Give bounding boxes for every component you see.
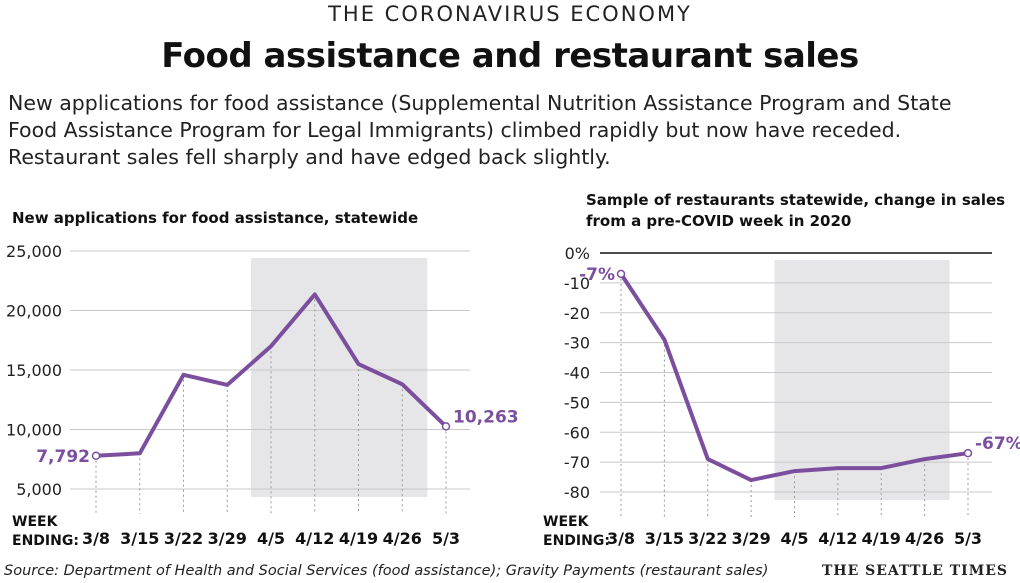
right-x-tick-label: 5/3 [954,529,982,548]
right-x-tick-label: 3/29 [732,529,771,548]
left-chart-title: New applications for food assistance, st… [12,208,418,229]
left-x-tick-label: 3/29 [208,529,247,548]
right-endpoint-dot [963,448,973,458]
right-y-tick-label: -70 [564,453,590,472]
intro-line: Restaurant sales fell sharply and have e… [8,145,611,169]
right-x-axis-label: WEEK [543,514,590,530]
left-endpoint-dot [91,451,101,461]
right-data-label: -7% [579,265,615,285]
right-y-tick-label: -30 [564,334,590,353]
right-y-tick-label: 0% [565,244,590,263]
left-x-tick-label: 3/22 [164,529,203,548]
left-y-tick-label: 25,000 [6,242,62,261]
page-title: Food assistance and restaurant sales [161,36,859,76]
right-x-tick-label: 4/26 [905,529,944,548]
right-chart-title-line: from a pre-COVID week in 2020 [586,212,852,230]
right-x-tick-label: 3/22 [688,529,727,548]
right-y-tick-label: -50 [564,393,590,412]
kicker: THE CORONAVIRUS ECONOMY [328,2,692,26]
right-y-tick-label: -10 [564,274,590,293]
right-x-tick-label: 4/5 [780,529,808,548]
right-x-tick-label: 3/8 [607,529,635,548]
left-shaded-period [251,258,428,497]
left-endpoint-dot [441,422,451,431]
left-x-tick-label: 4/12 [295,529,334,548]
publisher-credit: THE SEATTLE TIMES [821,563,1008,579]
left-x-tick-label: 3/8 [82,529,110,548]
left-x-tick-label: 4/26 [383,529,422,548]
left-series-line [94,292,448,458]
left-x-axis-label: ENDING: [12,533,79,549]
left-data-label: 10,263 [453,407,519,427]
right-shaded-period [774,260,950,500]
left-x-tick-label: 4/19 [339,529,378,548]
right-endpoint-dot [616,269,626,279]
left-y-tick-label: 20,000 [6,302,62,321]
intro-line: New applications for food assistance (Su… [8,91,952,115]
right-series-line [619,271,970,483]
left-y-tick-label: 10,000 [6,421,62,440]
left-chart-title-line: New applications for food assistance, st… [12,209,419,227]
left-x-tick-label: 5/3 [432,529,460,548]
right-chart-title-line: Sample of restaurants statewide, change … [586,191,1006,209]
right-y-tick-label: -60 [564,423,590,442]
right-y-tick-label: -80 [564,483,590,502]
left-y-tick-label: 15,000 [6,361,62,380]
left-x-axis-label: WEEK [12,514,59,530]
right-y-tick-label: -20 [564,304,590,323]
left-x-tick-label: 3/15 [120,529,159,548]
right-data-label: -67% [975,434,1020,454]
right-x-tick-label: 3/15 [645,529,684,548]
right-x-tick-label: 4/12 [818,529,857,548]
intro-text: New applications for food assistance (Su… [8,90,1013,171]
right-chart-title: Sample of restaurants statewide, change … [586,190,1005,232]
left-data-label: 7,792 [36,447,90,467]
source-note: Source: Department of Health and Social … [4,563,769,579]
right-x-tick-label: 4/19 [862,529,901,548]
right-y-tick-label: -40 [564,364,590,383]
left-y-tick-label: 5,000 [16,480,62,499]
intro-line: Food Assistance Program for Legal Immigr… [8,118,902,142]
left-x-tick-label: 4/5 [257,529,285,548]
right-x-axis-label: ENDING: [543,533,610,549]
